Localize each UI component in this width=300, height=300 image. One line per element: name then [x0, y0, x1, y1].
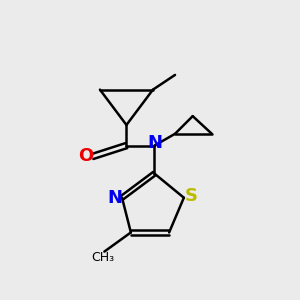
Text: N: N — [107, 189, 122, 207]
Text: CH₃: CH₃ — [91, 251, 115, 264]
Text: O: O — [79, 148, 94, 166]
Text: S: S — [185, 187, 198, 205]
Text: N: N — [147, 134, 162, 152]
